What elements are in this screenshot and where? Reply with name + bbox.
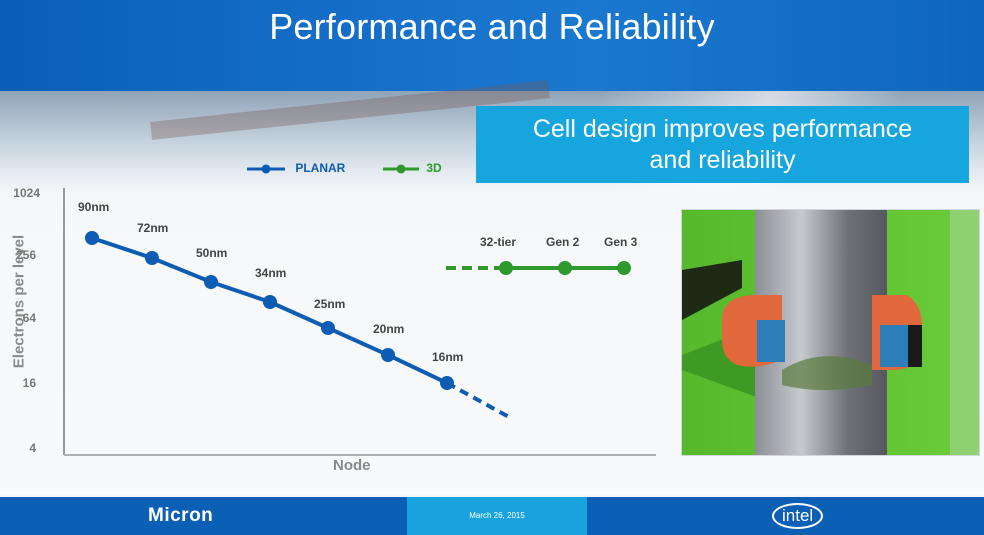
legend-3d-label: 3D [426, 161, 442, 175]
y-tick: 4 [29, 441, 36, 455]
point-label: 72nm [137, 221, 169, 235]
y-axis-label: Electrons per level [10, 234, 28, 369]
x-axis-label: Node [333, 457, 371, 474]
footer-date: March 26, 2015 [407, 497, 587, 535]
point-label: 32-tier [480, 235, 517, 249]
y-tick: 16 [22, 376, 36, 390]
3d-legend-marker-icon [383, 164, 419, 174]
point-label: 25nm [314, 297, 346, 311]
callout-box: Cell design improves performance and rel… [476, 106, 969, 183]
callout-line-2: and reliability [649, 146, 796, 174]
legend-planar-label: PLANAR [295, 161, 346, 175]
y-tick: 64 [22, 311, 36, 325]
micron-logo: Micron [148, 505, 214, 526]
y-tick: 256 [15, 248, 36, 262]
legend-3d: 3D [382, 161, 442, 175]
point-label: 34nm [255, 266, 287, 280]
legend-planar: PLANAR [246, 161, 345, 175]
point-label: 16nm [432, 350, 464, 364]
y-tick: 1024 [13, 186, 40, 200]
point-label: 20nm [373, 322, 405, 336]
point-label: 50nm [196, 246, 228, 260]
cell-illustration [681, 209, 980, 456]
3d-nand-cell-icon [682, 210, 979, 455]
callout-line-1: Cell design improves performance [532, 115, 913, 143]
planar-legend-marker-icon [247, 164, 285, 174]
point-label: Gen 3 [604, 235, 638, 249]
intel-logo: intel [772, 503, 824, 529]
slide-footer: Micron March 26, 2015 intel [0, 497, 984, 535]
slide-header: Performance and Reliability [0, 0, 984, 91]
point-label: Gen 2 [546, 235, 580, 249]
point-label: 90nm [78, 200, 110, 214]
slide-title: Performance and Reliability [269, 6, 715, 47]
